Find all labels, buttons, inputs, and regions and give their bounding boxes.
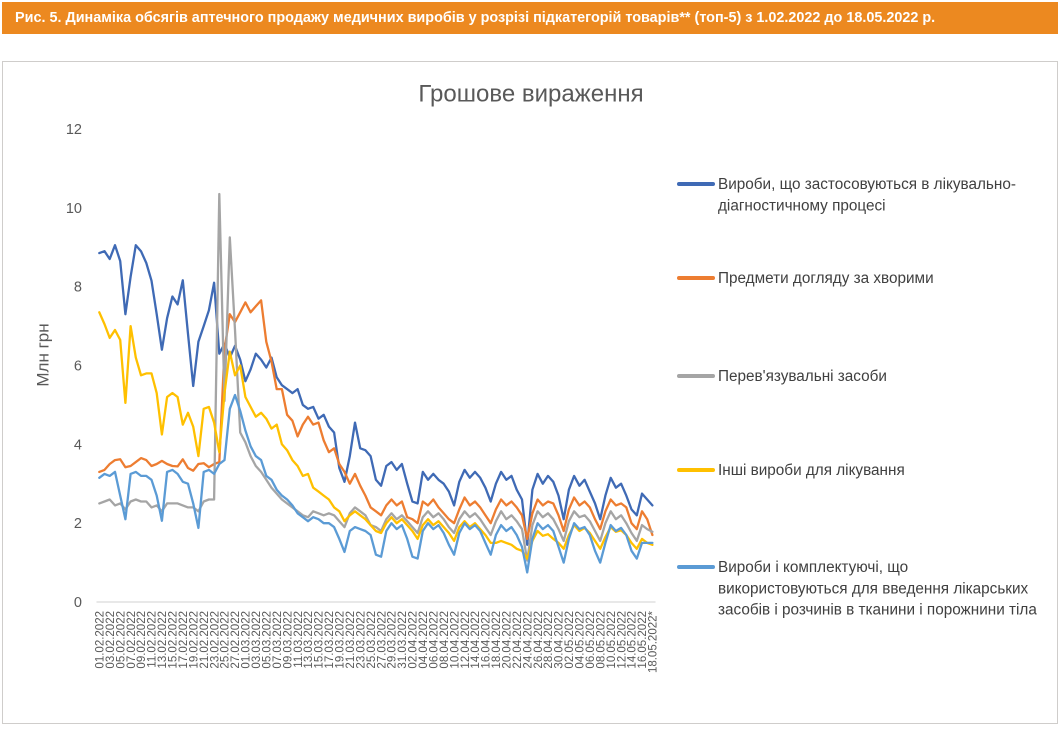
svg-text:11.02.2022: 11.02.2022: [147, 611, 159, 668]
svg-text:08.05.2022: 08.05.2022: [595, 611, 607, 669]
svg-text:16.04.2022: 16.04.2022: [481, 611, 493, 669]
svg-text:15.03.2022: 15.03.2022: [314, 611, 326, 669]
svg-text:21.03.2022: 21.03.2022: [345, 611, 357, 669]
svg-text:23.03.2022: 23.03.2022: [355, 611, 367, 669]
svg-text:Грошове вираження: Грошове вираження: [418, 81, 643, 108]
svg-text:07.02.2022: 07.02.2022: [126, 611, 138, 669]
svg-text:21.02.2022: 21.02.2022: [199, 611, 211, 669]
svg-text:12.05.2022: 12.05.2022: [616, 611, 628, 669]
svg-text:13.02.2022: 13.02.2022: [157, 611, 169, 669]
svg-text:27.03.2022: 27.03.2022: [376, 611, 388, 669]
svg-text:09.03.2022: 09.03.2022: [282, 611, 294, 669]
svg-text:26.04.2022: 26.04.2022: [533, 611, 545, 669]
svg-text:19.03.2022: 19.03.2022: [335, 611, 347, 669]
svg-text:11.03.2022: 11.03.2022: [293, 611, 305, 668]
svg-text:02.05.2022: 02.05.2022: [564, 611, 576, 669]
svg-text:Вироби, що застосовуються в лі: Вироби, що застосовуються в лікувально-: [718, 176, 1016, 193]
svg-text:4: 4: [74, 437, 82, 453]
svg-text:2: 2: [74, 516, 82, 532]
svg-text:8: 8: [74, 280, 82, 296]
svg-text:05.03.2022: 05.03.2022: [262, 611, 274, 669]
svg-text:31.03.2022: 31.03.2022: [397, 611, 409, 669]
svg-text:17.02.2022: 17.02.2022: [178, 611, 190, 669]
svg-text:Предмети догляду за хворими: Предмети догляду за хворими: [718, 270, 934, 287]
svg-text:діагностичному процесі: діагностичному процесі: [718, 197, 886, 214]
svg-text:використовуються для введення: використовуються для введення лікарських: [718, 580, 1029, 597]
svg-text:15.02.2022: 15.02.2022: [168, 611, 180, 669]
svg-text:Вироби і комплектуючі, що: Вироби і комплектуючі, що: [718, 559, 908, 576]
svg-text:07.03.2022: 07.03.2022: [272, 611, 284, 669]
svg-text:24.04.2022: 24.04.2022: [522, 611, 534, 669]
svg-text:06.05.2022: 06.05.2022: [585, 611, 597, 669]
svg-text:02.04.2022: 02.04.2022: [408, 611, 420, 669]
svg-text:05.02.2022: 05.02.2022: [115, 611, 127, 669]
svg-text:18.05.2022*: 18.05.2022*: [648, 610, 660, 673]
svg-text:06.04.2022: 06.04.2022: [429, 611, 441, 669]
svg-text:27.02.2022: 27.02.2022: [230, 611, 242, 669]
svg-text:23.02.2022: 23.02.2022: [209, 611, 221, 669]
svg-text:20.04.2022: 20.04.2022: [502, 611, 514, 669]
svg-text:28.04.2022: 28.04.2022: [543, 611, 555, 669]
svg-text:04.05.2022: 04.05.2022: [575, 611, 587, 669]
svg-text:засобів і розчинів в тканини і: засобів і розчинів в тканини і порожнини…: [718, 602, 1037, 619]
svg-text:10.04.2022: 10.04.2022: [449, 611, 461, 669]
svg-text:01.02.2022: 01.02.2022: [95, 611, 107, 669]
svg-text:04.04.2022: 04.04.2022: [418, 611, 430, 669]
svg-text:08.04.2022: 08.04.2022: [439, 611, 451, 669]
svg-text:25.03.2022: 25.03.2022: [366, 611, 378, 669]
svg-text:Перев'язувальні засоби: Перев'язувальні засоби: [718, 368, 887, 385]
svg-text:10.05.2022: 10.05.2022: [606, 611, 618, 669]
svg-text:12: 12: [66, 122, 82, 138]
svg-text:Млн грн: Млн грн: [34, 323, 53, 386]
svg-text:13.03.2022: 13.03.2022: [303, 611, 315, 669]
svg-text:03.02.2022: 03.02.2022: [105, 611, 117, 669]
svg-text:12.04.2022: 12.04.2022: [460, 611, 472, 669]
svg-text:16.05.2022: 16.05.2022: [637, 611, 649, 669]
svg-text:22.04.2022: 22.04.2022: [512, 611, 524, 669]
svg-text:14.05.2022: 14.05.2022: [627, 611, 639, 669]
svg-text:29.03.2022: 29.03.2022: [387, 611, 399, 669]
svg-text:09.02.2022: 09.02.2022: [136, 611, 148, 669]
svg-text:10: 10: [66, 201, 82, 217]
svg-text:17.03.2022: 17.03.2022: [324, 611, 336, 669]
svg-text:14.04.2022: 14.04.2022: [470, 611, 482, 669]
svg-text:6: 6: [74, 359, 82, 375]
svg-text:0: 0: [74, 595, 82, 611]
svg-text:18.04.2022: 18.04.2022: [491, 611, 503, 669]
svg-text:03.03.2022: 03.03.2022: [251, 611, 263, 669]
svg-text:Інші вироби для лікування: Інші вироби для лікування: [718, 462, 905, 479]
svg-text:30.04.2022: 30.04.2022: [554, 611, 566, 669]
svg-text:25.02.2022: 25.02.2022: [220, 611, 232, 669]
svg-text:19.02.2022: 19.02.2022: [188, 611, 200, 669]
svg-text:01.03.2022: 01.03.2022: [241, 611, 253, 669]
